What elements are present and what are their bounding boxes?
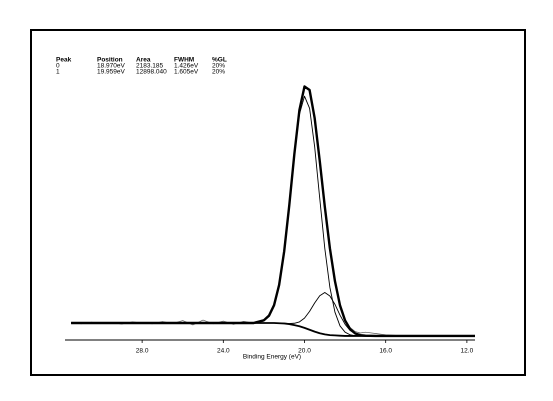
table-cell: 0 bbox=[56, 63, 60, 70]
table-header: %GL bbox=[212, 57, 227, 64]
table-cell: 2183.185 bbox=[136, 63, 163, 70]
table-cell: 1.426eV bbox=[174, 63, 199, 70]
table-cell: 18.970eV bbox=[97, 63, 125, 70]
series-line bbox=[71, 85, 475, 338]
x-tick-label: 20.0 bbox=[298, 348, 311, 355]
x-tick-label: 24.0 bbox=[217, 348, 230, 355]
table-cell: 12898.040 bbox=[136, 69, 167, 76]
x-tick-label: 28.0 bbox=[136, 348, 149, 355]
table-header: Position bbox=[97, 57, 123, 64]
table-cell: 1 bbox=[56, 69, 60, 76]
x-tick-label: 16.0 bbox=[379, 348, 392, 355]
table-header: Area bbox=[136, 57, 151, 64]
x-tick-label: 12.0 bbox=[461, 348, 474, 355]
table-cell: 1.605eV bbox=[174, 69, 199, 76]
table-header: FWHM bbox=[174, 57, 194, 64]
frame bbox=[30, 29, 526, 376]
table-cell: 20% bbox=[212, 69, 225, 76]
table-cell: 20% bbox=[212, 63, 225, 70]
table-cell: 19.959eV bbox=[97, 69, 125, 76]
table-header: Peak bbox=[56, 57, 72, 64]
x-axis-label: Binding Energy (eV) bbox=[243, 354, 301, 361]
